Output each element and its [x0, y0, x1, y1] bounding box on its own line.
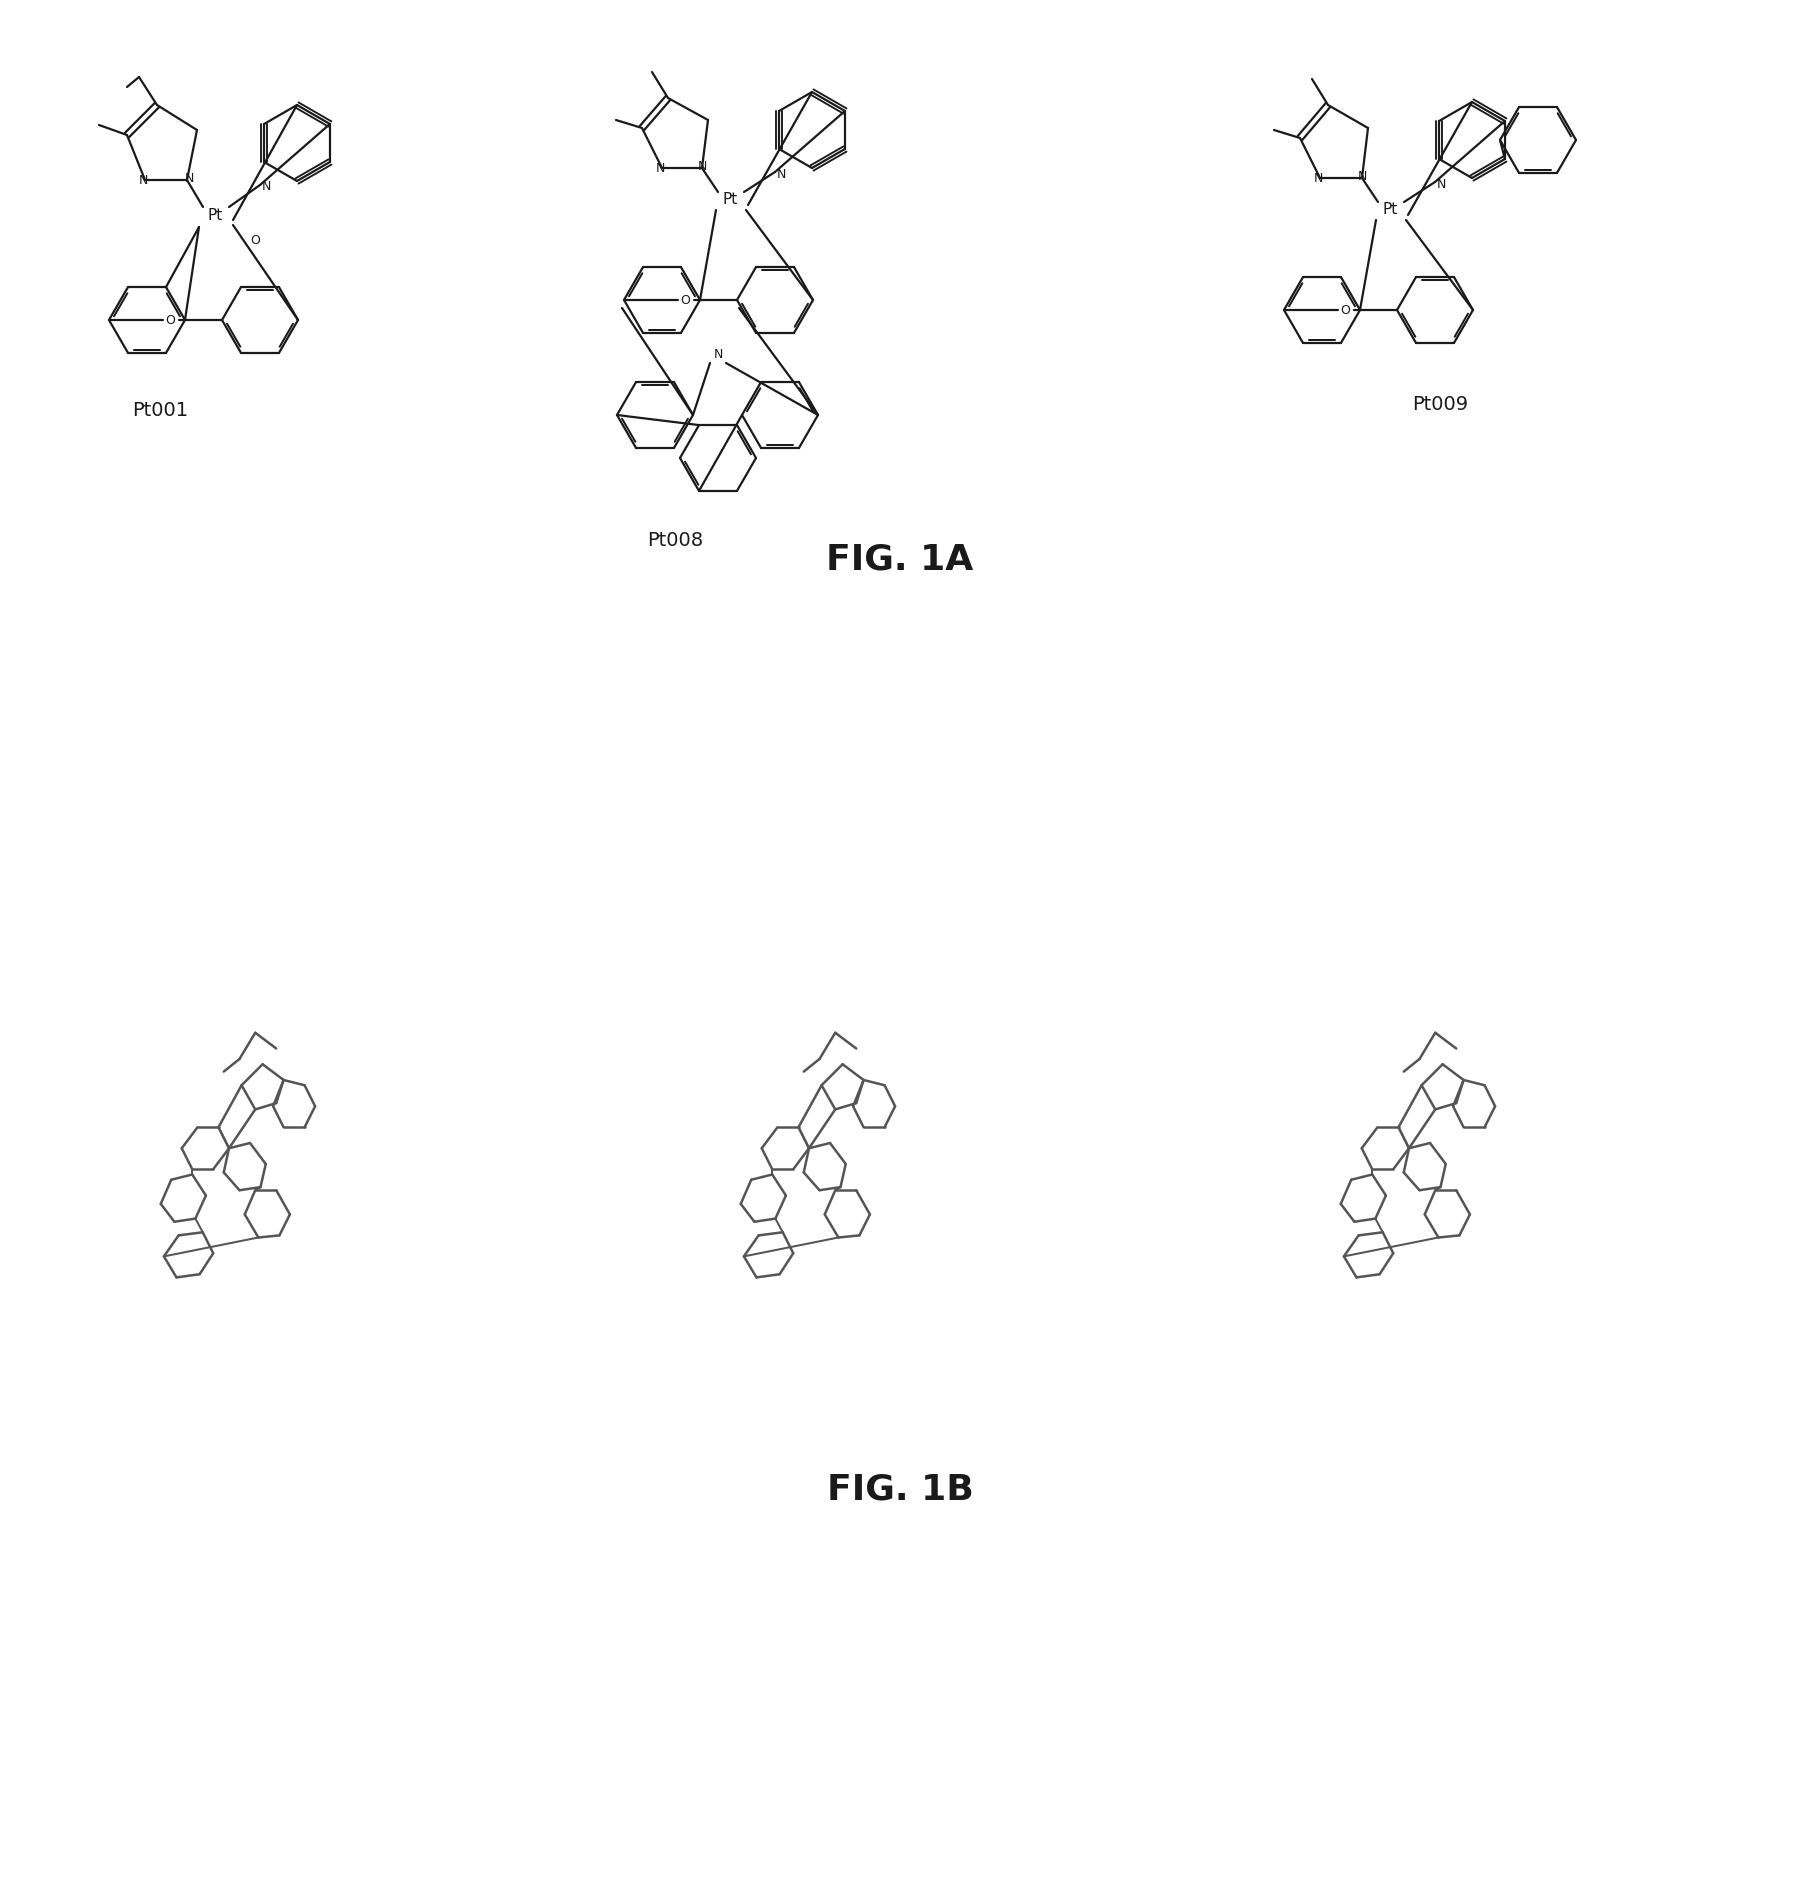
Text: Pt: Pt: [1383, 203, 1398, 217]
Text: N: N: [1437, 177, 1446, 190]
Text: N: N: [713, 348, 722, 361]
Text: O: O: [681, 293, 690, 306]
Text: N: N: [1313, 171, 1322, 184]
Text: Pt008: Pt008: [647, 530, 702, 549]
Text: N: N: [656, 162, 665, 175]
Text: FIG. 1B: FIG. 1B: [827, 1472, 973, 1507]
Text: FIG. 1A: FIG. 1A: [827, 543, 974, 578]
Text: O: O: [166, 314, 175, 327]
Text: N: N: [184, 171, 195, 184]
Text: N: N: [139, 173, 148, 186]
Text: Pt001: Pt001: [131, 401, 187, 420]
Text: N: N: [776, 167, 787, 180]
Text: Pt: Pt: [207, 207, 223, 222]
Text: N: N: [261, 180, 272, 194]
Text: O: O: [1340, 304, 1351, 317]
Text: O: O: [250, 234, 259, 247]
Text: Pt009: Pt009: [1412, 395, 1468, 414]
Text: Pt: Pt: [722, 192, 738, 207]
Text: N: N: [697, 160, 706, 173]
Text: N: N: [1358, 169, 1367, 182]
